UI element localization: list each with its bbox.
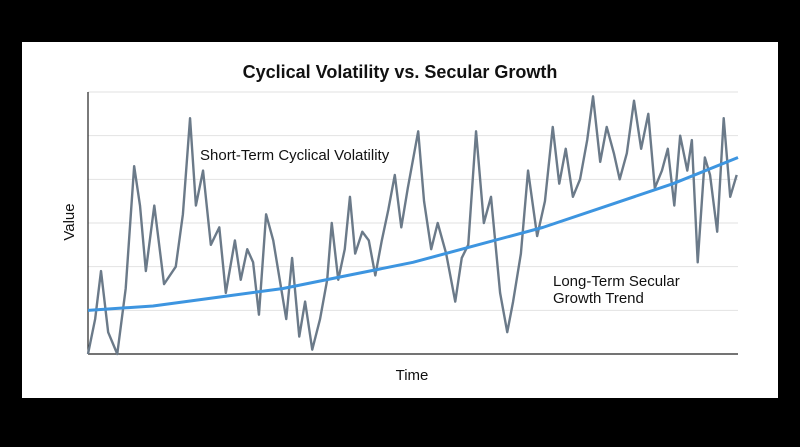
series-line — [87, 156, 739, 312]
annotation: Short-Term Cyclical Volatility — [200, 147, 390, 164]
annotation: Growth Trend — [553, 290, 644, 307]
y-axis-label: Value — [61, 203, 78, 240]
chart-title: Cyclical Volatility vs. Secular Growth — [243, 62, 558, 82]
annotation: Long-Term Secular — [553, 273, 680, 290]
series-line — [86, 95, 738, 356]
x-axis-label: Time — [396, 367, 429, 384]
